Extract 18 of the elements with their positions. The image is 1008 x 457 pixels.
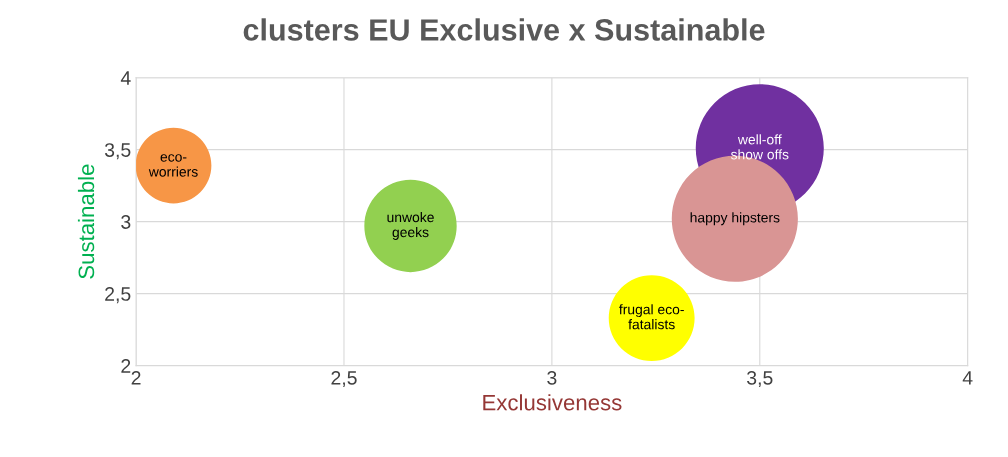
y-tick-label: 4 (120, 71, 131, 85)
series-label: frugal eco- fatalists (619, 304, 684, 330)
y-tick-label: 3,5 (104, 143, 131, 160)
series-label: happy hipsters (690, 212, 780, 226)
y-tick-label: 3 (121, 215, 131, 229)
y-axis-title: Sustainable (77, 164, 95, 279)
x-tick-label: 2,5 (331, 370, 357, 388)
chart-title: clusters EU Exclusive x Sustainable (243, 18, 765, 41)
x-tick-label: 3 (547, 370, 557, 385)
y-tick-label: 2,5 (105, 287, 131, 304)
series-label: well-off show offs (730, 134, 789, 160)
series-label: eco- worriers (148, 154, 198, 177)
series-label: unwoke geeks (387, 212, 434, 240)
x-axis-title: Exclusiveness (483, 394, 622, 411)
x-tick-label: 2 (131, 370, 141, 385)
x-tick-label: 3,5 (747, 370, 773, 388)
x-tick-label: 4 (962, 371, 973, 385)
y-tick-label: 2 (121, 359, 131, 373)
